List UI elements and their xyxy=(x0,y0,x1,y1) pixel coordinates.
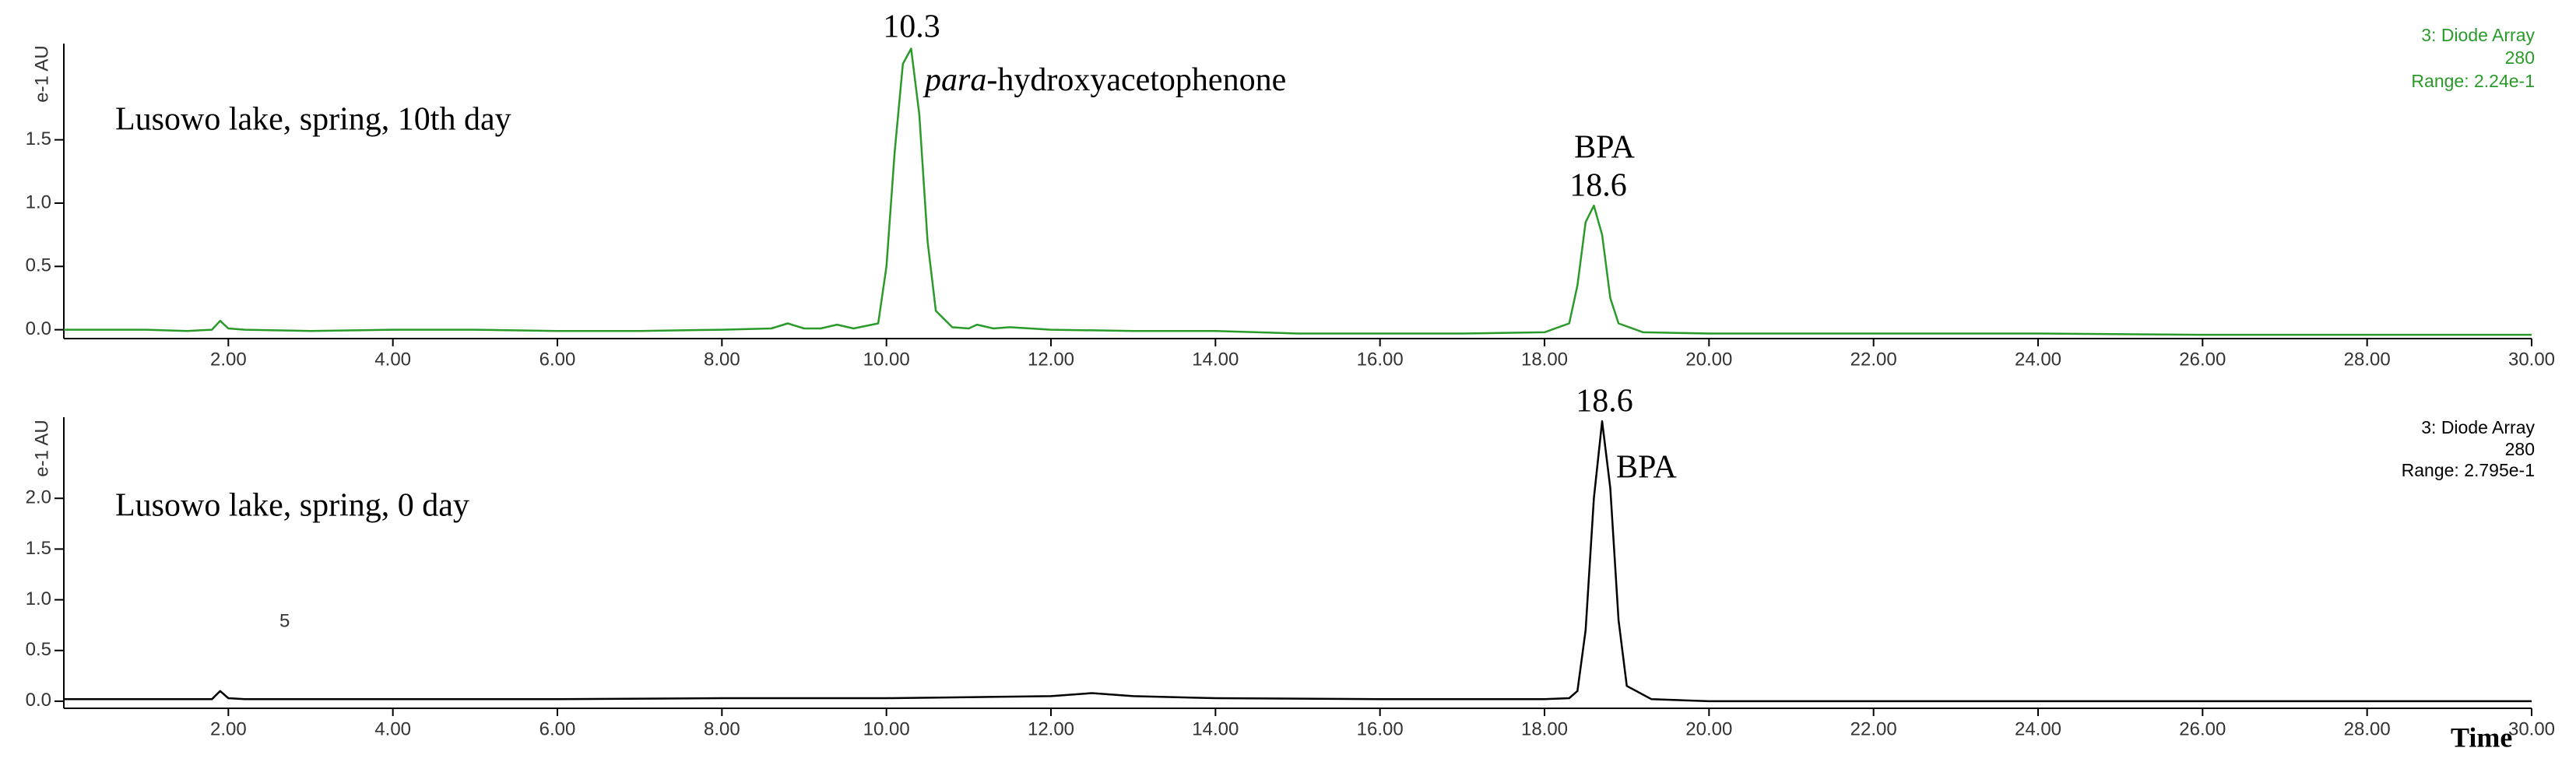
sample-label: Lusowo lake, spring, 10th day xyxy=(115,102,511,138)
y-tick-label: 0.0 xyxy=(26,690,51,711)
peak-time: 18.6 xyxy=(1576,384,1633,420)
x-tick-label: 20.00 xyxy=(1685,718,1732,739)
wavelength: 280 xyxy=(2505,47,2535,68)
peak-name: BPA xyxy=(1574,130,1636,166)
stray-label: 5 xyxy=(279,610,290,631)
x-tick-label: 26.00 xyxy=(2179,718,2226,739)
x-tick-label: 28.00 xyxy=(2344,718,2391,739)
range: Range: 2.795e-1 xyxy=(2402,460,2535,480)
y-tick-label: 1.0 xyxy=(26,588,51,609)
x-axis-label: Time xyxy=(2451,722,2512,753)
x-tick-label: 6.00 xyxy=(539,718,576,739)
x-tick-label: 6.00 xyxy=(539,349,576,370)
x-tick-label: 4.00 xyxy=(374,349,411,370)
peak-time: 10.3 xyxy=(883,9,940,45)
x-tick-label: 4.00 xyxy=(374,718,411,739)
y-axis-label: e-1 AU xyxy=(31,420,52,476)
x-tick-label: 16.00 xyxy=(1357,349,1404,370)
x-tick-label: 8.00 xyxy=(704,718,740,739)
y-tick-label: 2.0 xyxy=(26,487,51,508)
x-tick-label: 12.00 xyxy=(1028,718,1074,739)
x-tick-label: 8.00 xyxy=(704,349,740,370)
trace xyxy=(64,420,2532,703)
detector-info: 3: Diode Array xyxy=(2421,25,2535,45)
peak-name: BPA xyxy=(1616,450,1678,486)
x-tick-label: 20.00 xyxy=(1685,349,1732,370)
x-tick-label: 18.00 xyxy=(1521,349,1568,370)
compound-italic: para xyxy=(923,62,986,98)
y-tick-label: 1.5 xyxy=(26,128,51,149)
trace xyxy=(64,47,2532,336)
x-tick-label: 30.00 xyxy=(2508,718,2555,739)
x-tick-label: 2.00 xyxy=(210,349,247,370)
y-tick-label: 1.5 xyxy=(26,538,51,559)
y-tick-label: 0.0 xyxy=(26,318,51,339)
y-tick-label: 0.5 xyxy=(26,639,51,660)
detector-info: 3: Diode Array xyxy=(2421,417,2535,437)
x-tick-label: 28.00 xyxy=(2344,349,2391,370)
y-axis-label: e-1 AU xyxy=(31,45,52,102)
x-tick-label: 14.00 xyxy=(1192,349,1239,370)
y-tick-label: 0.5 xyxy=(26,255,51,276)
x-tick-label: 12.00 xyxy=(1028,349,1074,370)
x-tick-label: 30.00 xyxy=(2508,349,2555,370)
x-tick-label: 16.00 xyxy=(1357,718,1404,739)
x-tick-label: 18.00 xyxy=(1521,718,1568,739)
compound-rest: -hydroxyacetophenone xyxy=(986,62,1286,98)
x-tick-label: 22.00 xyxy=(1850,349,1897,370)
compound-label: para-hydroxyacetophenone xyxy=(923,62,1286,98)
x-tick-label: 14.00 xyxy=(1192,718,1239,739)
wavelength: 280 xyxy=(2505,439,2535,459)
y-tick-label: 1.0 xyxy=(26,191,51,212)
x-tick-label: 24.00 xyxy=(2015,349,2061,370)
x-tick-label: 26.00 xyxy=(2179,349,2226,370)
sample-label: Lusowo lake, spring, 0 day xyxy=(115,488,469,524)
range: Range: 2.24e-1 xyxy=(2411,71,2535,91)
x-tick-label: 22.00 xyxy=(1850,718,1897,739)
x-tick-label: 24.00 xyxy=(2015,718,2061,739)
x-tick-label: 10.00 xyxy=(863,718,910,739)
x-tick-label: 10.00 xyxy=(863,349,910,370)
x-tick-label: 2.00 xyxy=(210,718,247,739)
peak-time: 18.6 xyxy=(1569,168,1627,204)
